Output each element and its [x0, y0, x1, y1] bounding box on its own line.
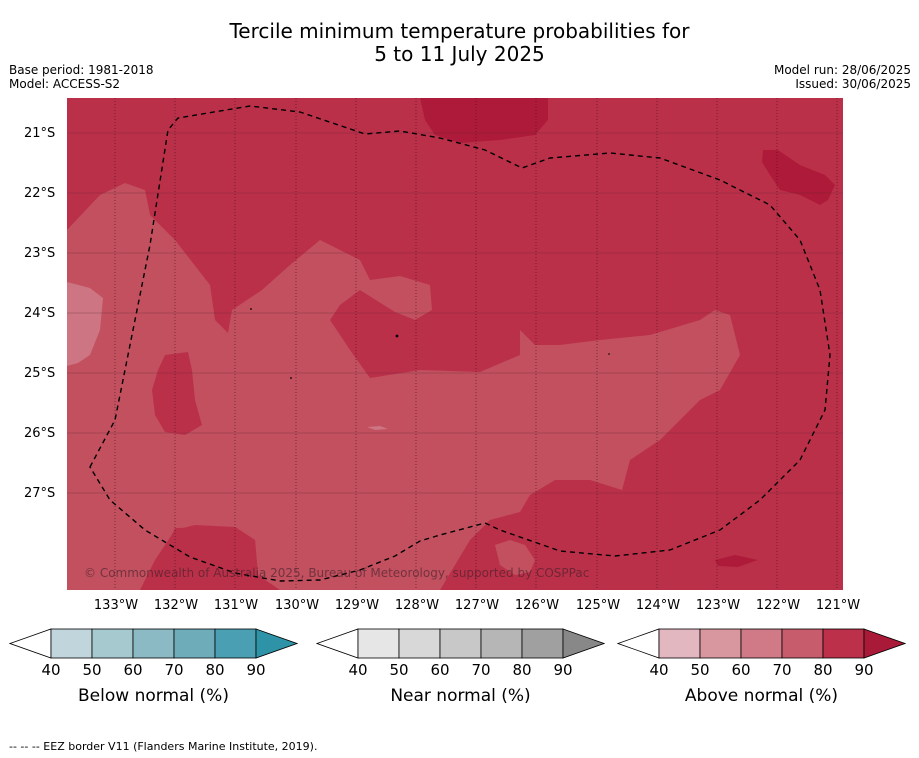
- title-line-1: Tercile minimum temperature probabilitie…: [229, 19, 690, 43]
- colorbar-tick: 40: [649, 661, 669, 679]
- colorbar-tick: 90: [553, 661, 573, 679]
- eez-border: [89, 105, 831, 582]
- lat-gridlines: [67, 132, 843, 494]
- region-80-90-top: [420, 98, 548, 143]
- colorbar-segment: [822, 628, 865, 659]
- colorbar-arrow-high: [562, 628, 605, 659]
- island-markers: [250, 308, 610, 379]
- model-name: Model: ACCESS-S2: [9, 77, 121, 91]
- issued-date: Issued: 30/06/2025: [795, 77, 911, 91]
- colorbar-segment: [214, 628, 257, 659]
- colorbar-segment: [91, 628, 134, 659]
- region-60-70: [67, 282, 103, 366]
- region-70-lobe-south: [495, 540, 535, 575]
- colorbar-segment: [132, 628, 175, 659]
- latitude-label: 25°S: [24, 366, 56, 381]
- longitude-label: 130°W: [274, 598, 320, 613]
- colorbar-segment: [50, 628, 93, 659]
- colorbar-segment: [357, 628, 400, 659]
- colorbar-label: Near normal (%): [390, 686, 531, 706]
- colorbar-arrow-low: [9, 628, 52, 659]
- colorbar-tick: 60: [430, 661, 450, 679]
- colorbar-tick: 40: [348, 661, 368, 679]
- colorbar-tick: 50: [690, 661, 710, 679]
- eez-footnote: -- -- -- EEZ border V11 (Flanders Marine…: [9, 740, 318, 753]
- longitude-label: 133°W: [93, 598, 139, 613]
- longitude-label: 123°W: [695, 598, 741, 613]
- colorbar: [617, 628, 906, 659]
- region-80-90-south: [715, 555, 758, 567]
- longitude-label: 126°W: [514, 598, 560, 613]
- colorbar-tick: 80: [512, 661, 532, 679]
- metadata-left: Base period: 1981-2018 Model: ACCESS-S2: [9, 63, 154, 91]
- colorbar: [316, 628, 605, 659]
- colorbar-segment: [521, 628, 564, 659]
- colorbar-tick: 70: [772, 661, 792, 679]
- colorbar-tick: 70: [164, 661, 184, 679]
- colorbar-segment: [173, 628, 216, 659]
- colorbar-segment: [439, 628, 482, 659]
- colorbar-segment: [781, 628, 824, 659]
- small-island: [367, 426, 388, 430]
- longitude-label: 121°W: [815, 598, 861, 613]
- longitude-label: 131°W: [213, 598, 259, 613]
- colorbar-tick: 50: [82, 661, 102, 679]
- latitude-label: 27°S: [24, 486, 56, 501]
- colorbar-tick: 80: [205, 661, 225, 679]
- region-80-90-east: [762, 150, 835, 205]
- colorbar-segment: [398, 628, 441, 659]
- colorbar: [9, 628, 298, 659]
- colorbar-tick: 90: [854, 661, 874, 679]
- model-run: Model run: 28/06/2025: [773, 63, 911, 77]
- map-title: Tercile minimum temperature probabilitie…: [0, 20, 919, 66]
- colorbar-arrow-low: [617, 628, 660, 659]
- latitude-label: 21°S: [24, 126, 56, 141]
- colorbar-tick: 70: [471, 661, 491, 679]
- colorbar-label: Above normal (%): [684, 686, 839, 706]
- lon-gridlines: [114, 98, 838, 590]
- colorbar-segment: [699, 628, 742, 659]
- map-fill: [67, 98, 843, 590]
- title-line-2: 5 to 11 July 2025: [374, 42, 545, 66]
- longitude-label: 127°W: [454, 598, 500, 613]
- base-period: Base period: 1981-2018: [9, 63, 154, 77]
- longitude-label: 128°W: [394, 598, 440, 613]
- latitude-label: 26°S: [24, 426, 56, 441]
- region-80-south-left: [150, 527, 258, 590]
- colorbar-tick: 60: [123, 661, 143, 679]
- colorbar-segment: [740, 628, 783, 659]
- latitude-label: 24°S: [24, 306, 56, 321]
- metadata-right: Model run: 28/06/2025 Issued: 30/06/2025: [774, 63, 911, 91]
- colorbar-arrow-high: [863, 628, 906, 659]
- colorbar-arrow-low: [316, 628, 359, 659]
- colorbar-segment: [480, 628, 523, 659]
- colorbar-tick: 90: [246, 661, 266, 679]
- longitude-label: 125°W: [575, 598, 621, 613]
- colorbar-tick: 80: [813, 661, 833, 679]
- longitude-label: 129°W: [334, 598, 380, 613]
- colorbar-tick: 50: [389, 661, 409, 679]
- colorbar-tick: 40: [41, 661, 61, 679]
- longitude-label: 124°W: [635, 598, 681, 613]
- latitude-label: 23°S: [24, 246, 56, 261]
- colorbar-tick: 60: [731, 661, 751, 679]
- colorbar-arrow-high: [255, 628, 298, 659]
- colorbar-label: Below normal (%): [78, 686, 229, 706]
- copyright-notice: © Commonwealth of Australia 2025, Bureau…: [84, 566, 590, 580]
- latitude-label: 22°S: [24, 186, 56, 201]
- colorbar-segment: [658, 628, 701, 659]
- longitude-label: 122°W: [755, 598, 801, 613]
- longitude-label: 132°W: [153, 598, 199, 613]
